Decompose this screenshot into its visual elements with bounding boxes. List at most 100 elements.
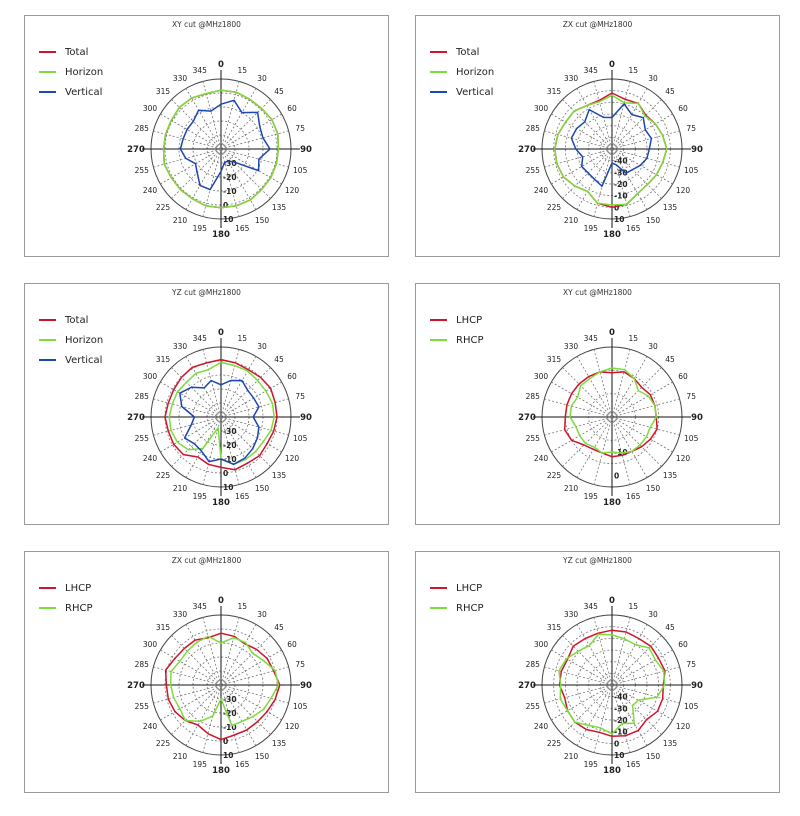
grid-spoke [185, 624, 222, 686]
grid-spoke [220, 381, 282, 418]
angle-label: 210 [564, 216, 579, 225]
series-line [554, 94, 668, 206]
chart-title: XY cut @MHz1800 [563, 288, 632, 297]
angle-label: 75 [686, 124, 696, 133]
angle-label: 300 [143, 372, 158, 381]
chart-panel: XY cut @MHz1800 0 15 30 45 60 75 90 105 120 135 15… [415, 283, 780, 525]
series-line [179, 379, 260, 466]
angle-label: 45 [274, 87, 284, 96]
angle-label: 315 [156, 623, 171, 632]
legend: Total Horizon Vertical [430, 42, 494, 102]
angle-label: 105 [293, 434, 308, 443]
angle-label: 0 [609, 60, 615, 70]
chart-title: ZX cut @MHz1800 [562, 20, 633, 29]
angle-label: 105 [684, 434, 699, 443]
legend-item: Vertical [39, 82, 103, 102]
legend-label: RHCP [456, 334, 484, 346]
angle-label: 210 [564, 752, 579, 761]
legend: LHCP RHCP [430, 310, 483, 350]
angle-label: 180 [603, 766, 621, 776]
angle-label: 255 [135, 702, 150, 711]
series-line [164, 632, 281, 741]
angle-label: 15 [237, 66, 247, 75]
angle-label: 90 [691, 681, 703, 691]
legend-swatch [39, 91, 56, 93]
legend-item: Horizon [430, 62, 494, 82]
legend-swatch [430, 51, 447, 53]
radial-label: -30 [223, 159, 237, 168]
legend-item: Horizon [39, 330, 103, 350]
legend-swatch [39, 607, 56, 609]
angle-label: 240 [534, 722, 549, 731]
angle-label: 225 [156, 471, 171, 480]
angle-label: 255 [526, 434, 541, 443]
legend-swatch [39, 71, 56, 73]
angle-label: 225 [156, 739, 171, 748]
angle-label: 30 [648, 610, 658, 619]
angle-label: 105 [684, 702, 699, 711]
angle-label: 240 [534, 454, 549, 463]
radial-label: -10 [223, 187, 237, 196]
legend-swatch [430, 339, 447, 341]
angle-label: 270 [127, 413, 145, 423]
radial-label: 10 [614, 751, 624, 760]
legend-label: Total [456, 46, 480, 58]
radial-label: 0 [223, 737, 228, 746]
angle-label: 135 [663, 203, 678, 212]
angle-label: 195 [193, 760, 208, 769]
radial-label: -20 [223, 441, 237, 450]
angle-label: 45 [274, 623, 284, 632]
angle-label: 225 [547, 739, 562, 748]
angle-label: 270 [518, 681, 536, 691]
radial-label: -20 [223, 173, 237, 182]
grid-spoke [153, 684, 222, 704]
angle-label: 315 [547, 623, 562, 632]
angle-label: 300 [143, 640, 158, 649]
legend-swatch [430, 587, 447, 589]
angle-label: 315 [156, 87, 171, 96]
legend-swatch [430, 91, 447, 93]
angle-label: 195 [193, 224, 208, 233]
radial-label: 0 [614, 739, 619, 748]
angle-label: 15 [237, 602, 247, 611]
radial-label: 10 [223, 751, 233, 760]
angle-label: 165 [235, 760, 250, 769]
angle-label: 0 [609, 596, 615, 606]
angle-label: 240 [143, 454, 158, 463]
legend-label: Total [65, 314, 89, 326]
legend-swatch [39, 339, 56, 341]
series-line [162, 89, 280, 209]
angle-label: 180 [212, 230, 230, 240]
grid-spoke [551, 416, 613, 453]
angle-label: 60 [678, 104, 688, 113]
grid-spoke [544, 398, 613, 418]
grid-spoke [160, 113, 222, 150]
angle-label: 0 [609, 328, 615, 338]
angle-label: 345 [193, 602, 208, 611]
radial-label: -10 [223, 723, 237, 732]
angle-label: 45 [274, 355, 284, 364]
angle-label: 225 [547, 471, 562, 480]
radial-label: -30 [223, 695, 237, 704]
angle-label: 75 [295, 124, 305, 133]
legend-item: Total [39, 42, 103, 62]
angle-label: 210 [173, 484, 188, 493]
chart-title: YZ cut @MHz1800 [172, 288, 241, 297]
grid-spoke [611, 88, 648, 150]
angle-label: 120 [285, 722, 300, 731]
angle-label: 300 [534, 372, 549, 381]
legend-item: RHCP [39, 598, 92, 618]
grid-spoke [611, 148, 673, 185]
series-line [168, 361, 275, 466]
angle-label: 60 [287, 372, 297, 381]
angle-label: 210 [173, 216, 188, 225]
angle-label: 255 [135, 434, 150, 443]
legend-swatch [430, 607, 447, 609]
angle-label: 15 [237, 334, 247, 343]
grid-spoke [576, 624, 613, 686]
angle-label: 165 [235, 224, 250, 233]
legend-item: Total [430, 42, 494, 62]
angle-label: 285 [526, 392, 541, 401]
